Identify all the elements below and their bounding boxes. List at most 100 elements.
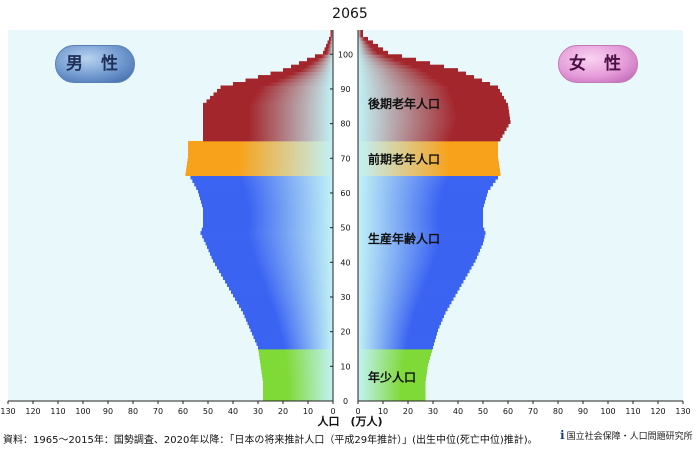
female-legend-badge: 女 性 xyxy=(558,45,638,83)
male-bar-age-77 xyxy=(203,130,333,135)
female-bar-age-60 xyxy=(358,189,488,194)
male-bar-age-104 xyxy=(329,36,333,41)
female-bar-age-3 xyxy=(358,387,426,391)
male-bar-age-44 xyxy=(207,244,333,249)
female-bar-age-11 xyxy=(358,359,429,364)
female-bar-age-77 xyxy=(358,130,505,135)
x-axis-label: 人口 (万人) xyxy=(317,414,382,428)
female-bar-age-97 xyxy=(358,61,430,66)
female-bar-age-87 xyxy=(358,95,504,100)
female-x-tick-label-0: 0 xyxy=(355,407,360,416)
age-tick-label-70: 70 xyxy=(340,154,350,163)
female-bar-age-6 xyxy=(358,376,426,381)
male-bar-age-11 xyxy=(260,359,333,364)
female-bar-age-84 xyxy=(358,106,509,111)
female-bar-age-93 xyxy=(358,75,474,79)
female-bar-age-89 xyxy=(358,88,500,93)
female-x-tick-label-20: 20 xyxy=(403,407,413,416)
male-bar-age-88 xyxy=(213,92,333,97)
male-bar-age-56 xyxy=(202,203,333,208)
female-x-tick-label-30: 30 xyxy=(428,407,438,416)
female-bar-age-104 xyxy=(358,36,368,41)
male-bar-age-65 xyxy=(185,172,333,177)
female-bar-age-22 xyxy=(358,321,441,326)
female-bar-age-2 xyxy=(358,390,426,395)
male-x-tick-label-40: 40 xyxy=(228,407,238,416)
male-x-tick-label-20: 20 xyxy=(278,407,288,416)
female-bar-age-99 xyxy=(358,54,402,59)
male-bar-age-61 xyxy=(196,186,333,190)
male-bar-age-58 xyxy=(200,196,333,201)
male-bar-age-85 xyxy=(203,102,333,107)
female-bar-age-44 xyxy=(358,244,482,249)
male-bar-age-45 xyxy=(205,241,333,246)
female-bar-age-95 xyxy=(358,68,458,73)
male-x-tick-label-90: 90 xyxy=(103,407,113,416)
female-bar-age-72 xyxy=(358,147,498,152)
female-bar-age-88 xyxy=(358,92,502,97)
male-bar-age-97 xyxy=(299,61,333,66)
male-bar-age-69 xyxy=(187,158,333,163)
male-bar-age-42 xyxy=(210,251,333,256)
female-bar-age-90 xyxy=(358,85,498,90)
female-bar-age-70 xyxy=(358,154,498,159)
female-bar-age-0 xyxy=(358,397,426,402)
female-bar-age-96 xyxy=(358,64,444,69)
female-bar-age-43 xyxy=(358,248,480,253)
male-bar-age-30 xyxy=(233,293,333,298)
female-bar-age-86 xyxy=(358,99,506,104)
male-bar-age-57 xyxy=(201,199,333,204)
male-bar-age-29 xyxy=(235,296,333,301)
female-bar-age-21 xyxy=(358,324,440,329)
female-x-tick-label-10: 10 xyxy=(378,407,388,416)
male-bar-age-50 xyxy=(203,224,333,229)
male-bar-age-18 xyxy=(253,335,333,339)
male-bar-age-2 xyxy=(263,390,333,395)
male-bar-age-79 xyxy=(203,123,333,128)
male-bar-age-51 xyxy=(203,220,333,225)
female-bar-age-82 xyxy=(358,113,510,118)
male-bar-age-52 xyxy=(203,217,333,222)
male-bar-age-41 xyxy=(211,255,333,260)
male-bar-age-39 xyxy=(215,262,333,267)
age-tick-label-50: 50 xyxy=(340,224,350,233)
male-bar-age-80 xyxy=(203,120,333,125)
female-bar-age-45 xyxy=(358,241,483,246)
male-x-tick-label-60: 60 xyxy=(178,407,188,416)
female-bar-age-40 xyxy=(358,258,476,263)
age-tick-label-80: 80 xyxy=(340,120,350,129)
male-bar-age-68 xyxy=(187,161,333,166)
male-bar-age-75 xyxy=(203,137,333,142)
age-tick-label-100: 100 xyxy=(338,50,353,59)
male-x-tick-label-130: 130 xyxy=(0,407,15,416)
male-bar-age-3 xyxy=(263,387,333,391)
female-bar-age-25 xyxy=(358,310,446,315)
age-tick-label-10: 10 xyxy=(340,362,350,371)
female-bar-age-14 xyxy=(358,348,432,353)
male-bar-age-5 xyxy=(263,380,333,385)
institute-logo-icon: ℹ xyxy=(560,428,565,442)
male-bar-age-106 xyxy=(330,30,333,34)
male-bar-age-6 xyxy=(262,376,333,381)
female-bar-age-47 xyxy=(358,234,485,239)
male-bar-age-59 xyxy=(199,192,333,197)
male-bar-age-0 xyxy=(263,397,333,402)
female-bar-age-38 xyxy=(358,265,472,270)
female-bar-age-71 xyxy=(358,151,498,156)
female-x-tick-label-40: 40 xyxy=(453,407,463,416)
female-bar-age-62 xyxy=(358,182,493,187)
female-bar-age-57 xyxy=(358,199,485,204)
male-bar-age-72 xyxy=(188,147,333,152)
female-bar-age-100 xyxy=(358,50,388,55)
female-bar-age-34 xyxy=(358,279,464,284)
female-bar-age-16 xyxy=(358,342,434,346)
male-x-tick-label-0: 0 xyxy=(330,407,335,416)
male-bar-age-87 xyxy=(210,95,333,100)
female-bar-age-81 xyxy=(358,116,510,121)
male-bar-age-33 xyxy=(227,283,333,287)
male-bar-age-48 xyxy=(200,231,333,235)
institute-credit: ℹ 国立社会保障・人口問題研究所 xyxy=(560,428,693,442)
male-bar-age-64 xyxy=(190,175,333,180)
female-bar-age-105 xyxy=(358,33,363,38)
female-bar-age-26 xyxy=(358,307,448,312)
